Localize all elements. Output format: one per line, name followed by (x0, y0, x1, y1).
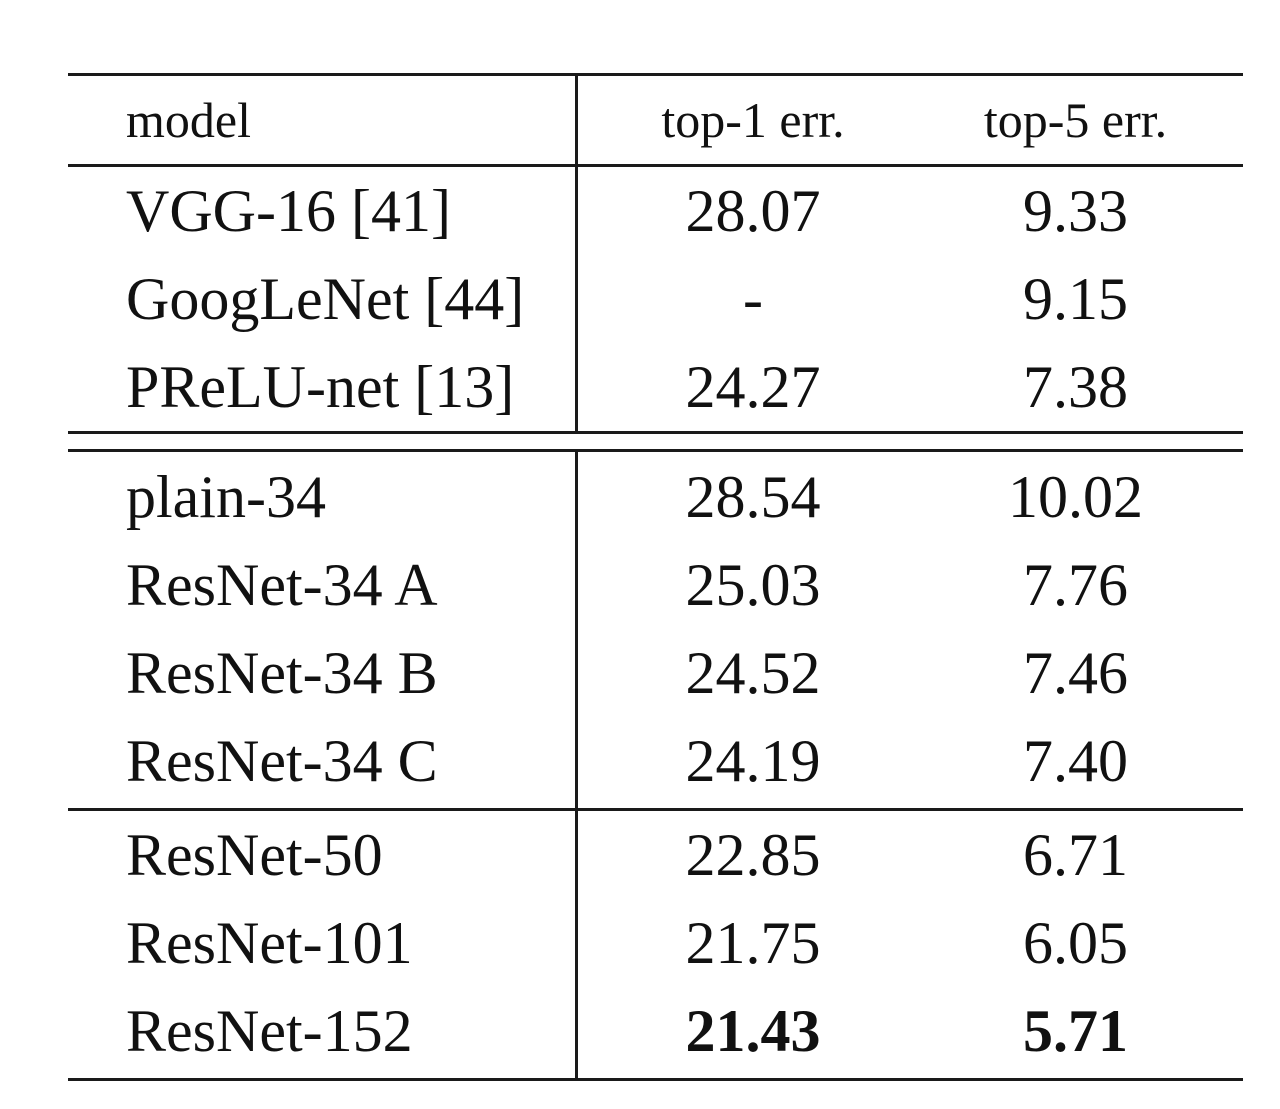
table-row: ResNet-152 21.43 5.71 (68, 987, 1243, 1075)
table-row: PReLU-net [13] 24.27 7.38 (68, 343, 1243, 431)
top1-value: 24.19 (685, 728, 821, 794)
double-rule-upper (68, 431, 1243, 434)
model-name: ResNet-34 C (126, 728, 438, 794)
model-name: GoogLeNet [44] (126, 266, 525, 332)
header-top1-err: top-1 err. (661, 92, 845, 148)
top5-value: 5.71 (1023, 998, 1128, 1064)
model-name: VGG-16 [41] (126, 178, 451, 244)
top1-value: 21.43 (685, 998, 821, 1064)
model-name: plain-34 (126, 464, 326, 530)
top1-value: 21.75 (685, 910, 821, 976)
model-name: ResNet-34 A (126, 552, 438, 618)
top5-value: 10.02 (1008, 464, 1143, 530)
model-name: ResNet-152 (126, 998, 413, 1064)
top5-value: 6.71 (1023, 822, 1128, 888)
top1-value: 24.27 (685, 354, 821, 420)
model-name: ResNet-50 (126, 822, 383, 888)
table-row: ResNet-34 C 24.19 7.40 (68, 717, 1243, 805)
top5-value: 9.33 (1023, 178, 1128, 244)
top1-value: 24.52 (685, 640, 821, 706)
top-rule (68, 73, 1243, 76)
top1-value: 25.03 (685, 552, 821, 618)
model-name: ResNet-101 (126, 910, 413, 976)
table-row: ResNet-50 22.85 6.71 (68, 811, 1243, 899)
table-row: GoogLeNet [44] - 9.15 (68, 255, 1243, 343)
header-rule (68, 164, 1243, 167)
group-rule (68, 808, 1243, 811)
column-divider-upper (575, 73, 578, 432)
top5-value: 7.38 (1023, 354, 1128, 420)
top1-value: - (743, 266, 763, 332)
table-row: VGG-16 [41] 28.07 9.33 (68, 167, 1243, 255)
model-name: PReLU-net [13] (126, 354, 515, 420)
top1-value: 22.85 (685, 822, 821, 888)
top5-value: 9.15 (1023, 266, 1128, 332)
model-name: ResNet-34 B (126, 640, 438, 706)
table-row: ResNet-34 A 25.03 7.76 (68, 541, 1243, 629)
column-divider-lower (575, 450, 578, 1080)
table-row: ResNet-34 B 24.52 7.46 (68, 629, 1243, 717)
top5-value: 7.76 (1023, 552, 1128, 618)
top5-value: 7.46 (1023, 640, 1128, 706)
header-model: model (126, 92, 251, 148)
top1-value: 28.54 (685, 464, 821, 530)
bottom-rule (68, 1078, 1243, 1081)
top5-value: 7.40 (1023, 728, 1128, 794)
top1-value: 28.07 (685, 178, 821, 244)
table-row: ResNet-101 21.75 6.05 (68, 899, 1243, 987)
double-rule-lower (68, 449, 1243, 452)
table-row: plain-34 28.54 10.02 (68, 453, 1243, 541)
header-row: model top-1 err. top-5 err. (68, 76, 1243, 164)
top5-value: 6.05 (1023, 910, 1128, 976)
header-top5-err: top-5 err. (983, 92, 1168, 148)
